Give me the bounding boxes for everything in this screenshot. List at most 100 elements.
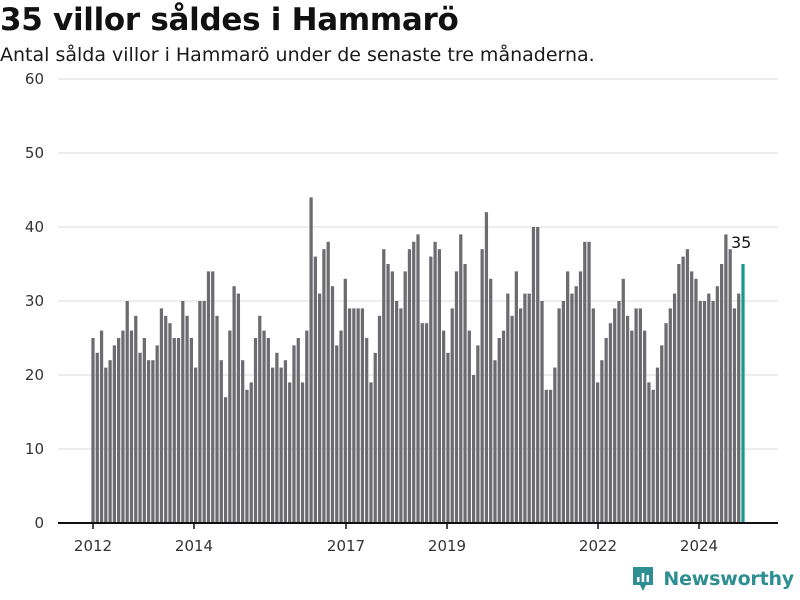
bar <box>660 345 664 523</box>
bar <box>506 293 510 523</box>
bar <box>519 308 523 523</box>
bar <box>134 315 138 523</box>
bar <box>548 389 553 523</box>
bar <box>241 360 245 523</box>
bar <box>595 382 600 523</box>
bar <box>211 271 215 523</box>
bar <box>356 308 360 523</box>
bar <box>638 308 642 523</box>
y-tick-label: 50 <box>25 144 44 162</box>
bar <box>514 271 518 523</box>
bar <box>643 330 647 523</box>
bar <box>335 345 339 523</box>
bar <box>728 249 732 523</box>
bar <box>198 301 202 523</box>
bar <box>578 271 583 523</box>
bar <box>489 278 493 523</box>
bar <box>574 286 578 523</box>
bar <box>501 330 506 523</box>
bar <box>437 249 442 523</box>
bar <box>288 382 292 523</box>
bar <box>245 389 249 523</box>
bar <box>168 323 172 523</box>
bar <box>305 330 309 523</box>
bar <box>467 330 471 523</box>
bar <box>253 338 258 523</box>
bar <box>476 345 480 523</box>
bar <box>630 330 634 523</box>
bar <box>99 330 104 523</box>
bar <box>604 338 608 523</box>
y-axis: 0 10 20 30 40 50 60 <box>25 70 44 532</box>
y-tick-label: 0 <box>34 514 44 532</box>
bar <box>583 241 587 524</box>
bar <box>617 301 621 523</box>
bar <box>557 308 561 523</box>
bar <box>493 360 497 523</box>
y-tick-label: 40 <box>25 218 44 236</box>
bar <box>117 338 121 523</box>
bar <box>313 256 317 523</box>
bar <box>343 278 347 523</box>
bar <box>480 249 484 523</box>
newsworthy-brand[interactable]: Newsworthy <box>631 564 794 594</box>
bar <box>702 301 707 523</box>
bar <box>142 338 146 523</box>
bar <box>322 249 326 523</box>
bar <box>373 352 377 523</box>
bar <box>484 212 489 523</box>
bar <box>189 338 193 523</box>
bar <box>463 264 467 523</box>
bar <box>121 330 125 523</box>
bar <box>382 249 386 523</box>
bar <box>283 360 288 523</box>
bar <box>672 293 677 523</box>
bar <box>228 330 232 523</box>
bar <box>454 271 459 523</box>
bar <box>677 264 681 523</box>
bar <box>655 367 660 523</box>
bar <box>527 293 531 523</box>
bar <box>155 345 159 523</box>
bar <box>664 323 668 523</box>
bar <box>561 301 566 523</box>
bar <box>608 323 613 523</box>
bar <box>236 293 241 523</box>
bar <box>634 308 638 523</box>
bar <box>711 301 715 523</box>
bar <box>352 308 356 523</box>
bar <box>330 286 335 523</box>
bar <box>719 264 724 523</box>
bar <box>95 352 99 523</box>
bar <box>446 352 450 523</box>
bar <box>258 315 262 523</box>
bar <box>206 271 211 523</box>
bar <box>91 338 95 523</box>
bar <box>185 315 189 523</box>
bar <box>104 367 108 523</box>
bar <box>647 382 651 523</box>
bar <box>433 241 437 524</box>
bar <box>292 345 296 523</box>
bar <box>416 234 420 523</box>
bar <box>146 360 151 523</box>
bar <box>600 360 604 523</box>
bar <box>309 197 313 523</box>
bar <box>724 234 728 523</box>
bar <box>223 397 228 523</box>
bar <box>164 315 168 523</box>
bar <box>262 330 266 523</box>
x-tick-label: 2017 <box>327 537 365 555</box>
bar <box>172 338 176 523</box>
bar <box>566 271 570 523</box>
bar <box>690 271 694 523</box>
chart-title: 35 villor såldes i Hammarö <box>0 2 459 38</box>
bar <box>270 367 275 523</box>
bar <box>347 308 352 523</box>
bar <box>651 389 655 523</box>
bar <box>390 271 394 523</box>
bar <box>151 360 155 523</box>
bar <box>442 330 446 523</box>
bar <box>570 293 574 523</box>
